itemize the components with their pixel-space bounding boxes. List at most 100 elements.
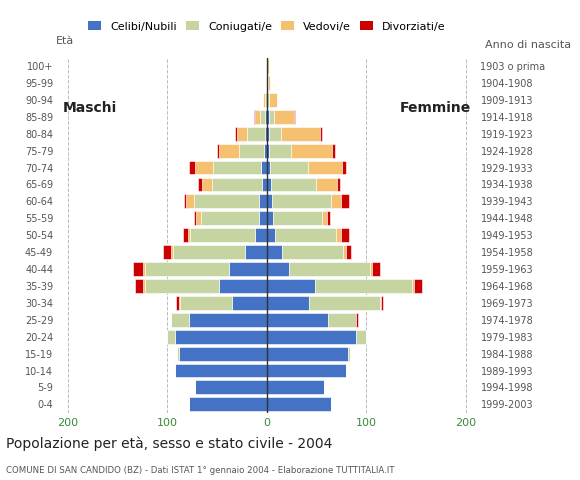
Bar (259, 194, 267, 208)
Bar (267, 347, 349, 360)
Bar (144, 279, 219, 293)
Bar (183, 228, 188, 242)
Bar (219, 279, 267, 293)
Bar (232, 296, 267, 310)
Bar (143, 279, 144, 293)
Bar (412, 279, 414, 293)
Bar (321, 127, 322, 141)
Bar (177, 347, 179, 360)
Bar (229, 262, 267, 276)
Bar (293, 110, 295, 124)
Bar (291, 144, 332, 157)
Bar (265, 93, 267, 107)
Text: Maschi: Maschi (63, 101, 117, 115)
Bar (267, 313, 328, 327)
Bar (195, 381, 267, 395)
Bar (269, 93, 277, 107)
Bar (267, 127, 269, 141)
Bar (213, 161, 261, 174)
Bar (189, 161, 195, 174)
Bar (195, 161, 213, 174)
Bar (175, 363, 267, 377)
Bar (267, 279, 314, 293)
Bar (133, 262, 143, 276)
Bar (267, 296, 309, 310)
Bar (202, 178, 212, 192)
Bar (186, 194, 194, 208)
Text: COMUNE DI SAN CANDIDO (BZ) - Dati ISTAT 1° gennaio 2004 - Elaborazione TUTTITALI: COMUNE DI SAN CANDIDO (BZ) - Dati ISTAT … (6, 466, 394, 475)
Bar (194, 194, 259, 208)
Bar (198, 178, 202, 192)
Bar (173, 245, 245, 259)
Bar (260, 110, 265, 124)
Bar (189, 397, 267, 411)
Bar (266, 76, 267, 90)
Bar (381, 296, 383, 310)
Bar (267, 397, 331, 411)
Bar (322, 211, 328, 225)
Bar (342, 228, 349, 242)
Bar (188, 228, 190, 242)
Bar (255, 228, 267, 242)
Bar (289, 262, 370, 276)
Bar (171, 313, 189, 327)
Bar (274, 110, 293, 124)
Bar (176, 296, 179, 310)
Text: Età: Età (56, 36, 74, 46)
Bar (168, 330, 175, 344)
Bar (271, 178, 316, 192)
Bar (267, 211, 273, 225)
Bar (356, 313, 358, 327)
Bar (267, 262, 289, 276)
Bar (309, 296, 380, 310)
Bar (328, 211, 331, 225)
Bar (267, 363, 346, 377)
Bar (190, 228, 255, 242)
Text: Anno di nascita: Anno di nascita (485, 40, 571, 50)
Bar (269, 127, 281, 141)
Bar (267, 59, 269, 73)
Bar (179, 347, 267, 360)
Bar (171, 245, 173, 259)
Bar (267, 381, 324, 395)
Bar (235, 127, 237, 141)
Bar (259, 211, 267, 225)
Bar (272, 194, 331, 208)
Bar (316, 178, 338, 192)
Bar (265, 110, 267, 124)
Bar (245, 245, 267, 259)
Bar (164, 245, 171, 259)
Bar (212, 178, 262, 192)
Bar (269, 144, 291, 157)
Bar (342, 194, 349, 208)
Bar (328, 313, 356, 327)
Bar (267, 194, 272, 208)
Bar (270, 161, 307, 174)
Bar (282, 245, 343, 259)
Bar (267, 93, 269, 107)
Bar (370, 262, 372, 276)
Bar (356, 330, 366, 344)
Bar (314, 279, 412, 293)
Bar (219, 144, 239, 157)
Bar (179, 296, 180, 310)
Bar (331, 194, 342, 208)
Bar (201, 211, 259, 225)
Bar (135, 279, 143, 293)
Bar (414, 279, 422, 293)
Bar (332, 144, 335, 157)
Bar (267, 161, 270, 174)
Bar (267, 76, 268, 90)
Bar (267, 330, 356, 344)
Bar (267, 178, 271, 192)
Bar (281, 127, 321, 141)
Text: Popolazione per età, sesso e stato civile - 2004: Popolazione per età, sesso e stato civil… (6, 437, 332, 451)
Bar (269, 110, 274, 124)
Bar (372, 262, 380, 276)
Bar (307, 161, 342, 174)
Bar (346, 245, 351, 259)
Bar (263, 93, 265, 107)
Bar (247, 127, 265, 141)
Bar (237, 127, 247, 141)
Bar (196, 211, 201, 225)
